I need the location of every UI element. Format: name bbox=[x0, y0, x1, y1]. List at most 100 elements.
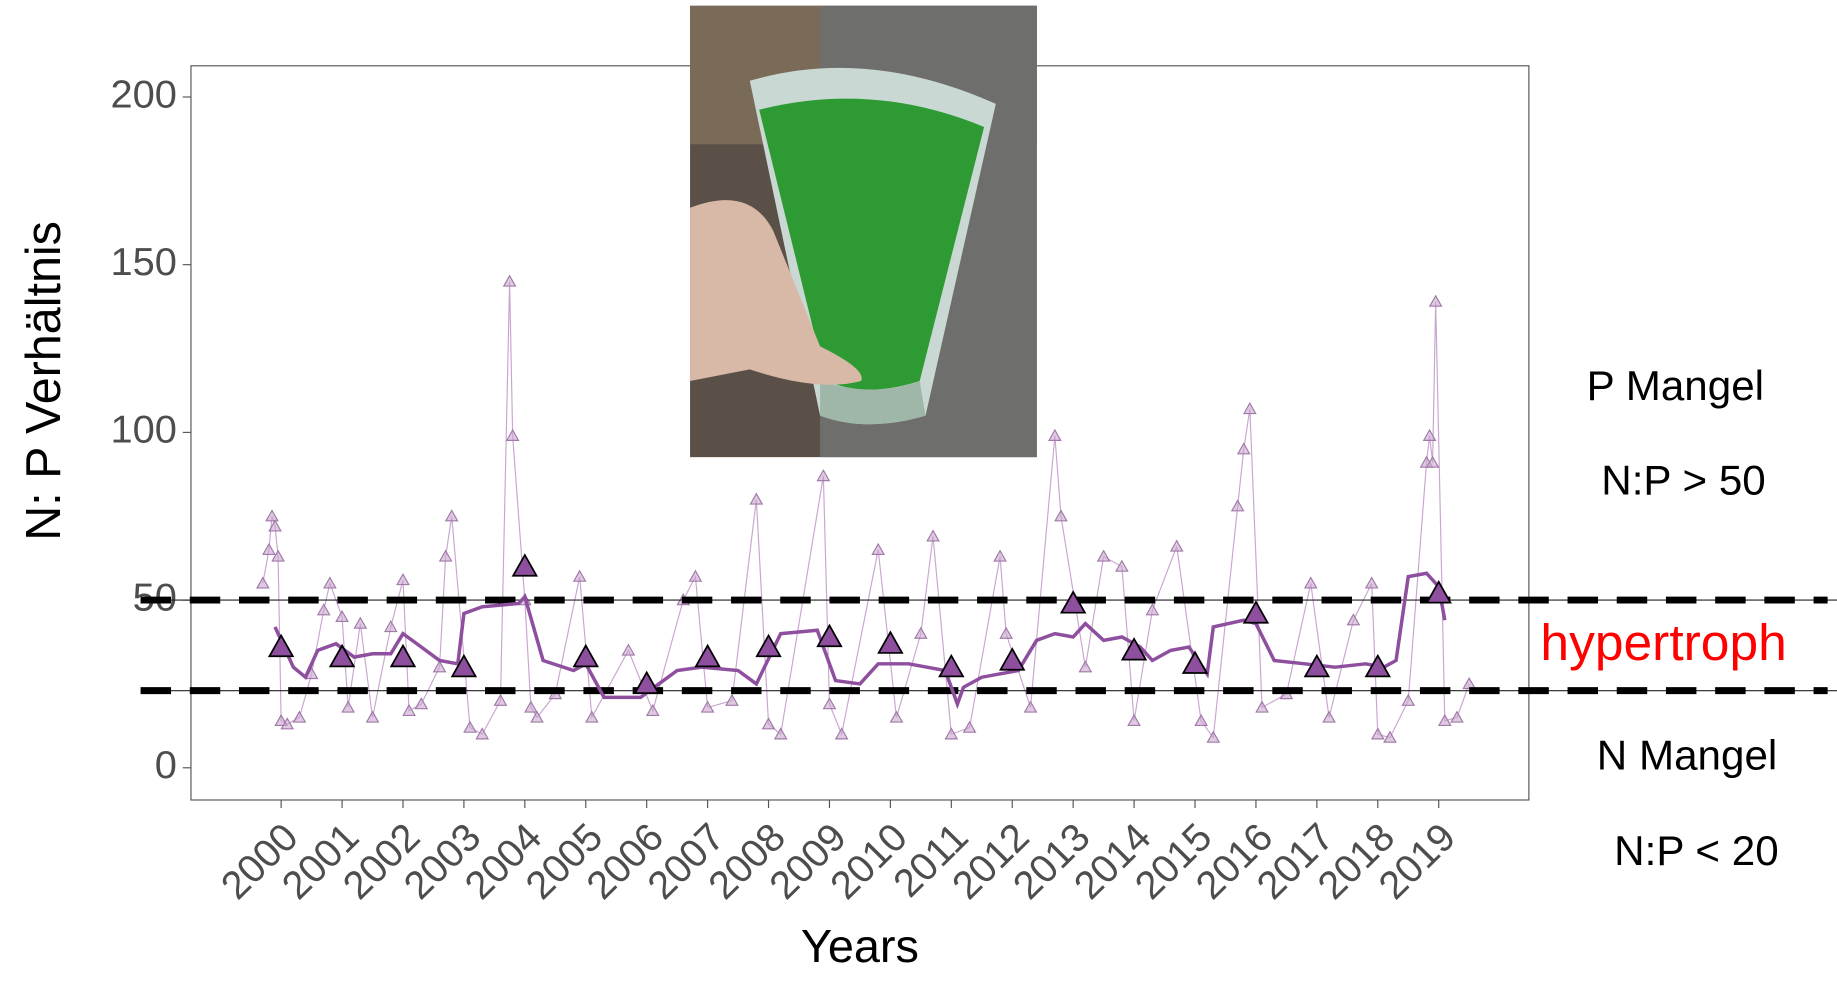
monthly-point bbox=[1115, 559, 1129, 572]
monthly-point bbox=[316, 603, 331, 616]
y-tick-label: 0 bbox=[155, 743, 177, 787]
monthly-point bbox=[621, 643, 636, 656]
annual-point bbox=[633, 670, 660, 695]
plot-layer: 0501001502002000200120022003200420052006… bbox=[110, 73, 1837, 908]
annual-point bbox=[389, 643, 417, 668]
monthly-point bbox=[271, 549, 285, 562]
monthly-point bbox=[913, 626, 928, 639]
monthly-point bbox=[1096, 549, 1111, 562]
monthly-point bbox=[1346, 613, 1361, 626]
monthly-point bbox=[700, 700, 715, 713]
monthly-point bbox=[816, 469, 831, 482]
monthly-point bbox=[323, 576, 337, 589]
monthly-point bbox=[1383, 730, 1397, 743]
monthly-point bbox=[1078, 660, 1093, 673]
monthly-point bbox=[999, 626, 1013, 639]
monthly-point bbox=[463, 720, 477, 733]
monthly-point bbox=[475, 727, 490, 740]
y-tick-label: 200 bbox=[110, 73, 176, 117]
monthly-point bbox=[1322, 710, 1336, 723]
annotation: P Mangel bbox=[1587, 362, 1764, 409]
monthly-point bbox=[432, 660, 447, 673]
monthly-point bbox=[1437, 713, 1452, 727]
monthly-point bbox=[1169, 539, 1184, 552]
monthly-point bbox=[1370, 727, 1385, 740]
monthly-point bbox=[926, 529, 940, 542]
monthly-point bbox=[889, 710, 904, 723]
annual-point bbox=[877, 630, 904, 654]
annotation: hypertroph bbox=[1540, 614, 1786, 671]
monthly-point bbox=[402, 703, 416, 716]
monthly-point bbox=[1364, 576, 1379, 589]
annotation: N:P > 50 bbox=[1601, 457, 1765, 504]
monthly-point bbox=[341, 700, 356, 713]
annual-point bbox=[938, 653, 965, 678]
monthly-point bbox=[353, 616, 368, 629]
monthly-point bbox=[1422, 428, 1437, 441]
annual-point bbox=[267, 633, 295, 658]
monthly-point bbox=[1230, 499, 1245, 512]
annual-point bbox=[694, 643, 721, 668]
monthly-point bbox=[1255, 700, 1269, 713]
monthly-point bbox=[761, 717, 776, 730]
annual-point bbox=[1120, 637, 1148, 661]
monthly-point bbox=[993, 549, 1007, 562]
monthly-point bbox=[1428, 294, 1443, 307]
monthly-point bbox=[365, 710, 380, 723]
annual-point bbox=[450, 653, 478, 678]
monthly-point bbox=[383, 619, 398, 633]
monthly-point bbox=[396, 573, 410, 586]
annual-point bbox=[1242, 600, 1270, 624]
monthly-point bbox=[584, 710, 599, 723]
trend-line bbox=[273, 571, 1447, 710]
annual-point bbox=[511, 553, 539, 577]
monthly-point bbox=[1023, 700, 1038, 713]
x-axis-title: Years bbox=[801, 921, 919, 973]
monthly-point bbox=[1206, 730, 1221, 743]
monthly-point bbox=[444, 509, 459, 522]
y-tick-label: 150 bbox=[110, 240, 176, 284]
monthly-point bbox=[280, 717, 295, 730]
monthly-point bbox=[871, 542, 886, 555]
monthly-point bbox=[493, 693, 508, 706]
monthly-point bbox=[1127, 713, 1141, 727]
monthly-point bbox=[292, 710, 307, 723]
annual-point bbox=[1181, 650, 1209, 674]
monthly-point bbox=[645, 703, 660, 716]
monthly-point bbox=[688, 569, 703, 582]
monthly-point bbox=[944, 727, 959, 740]
annual-point bbox=[999, 647, 1026, 671]
monthly-point bbox=[572, 569, 587, 582]
monthly-point bbox=[834, 727, 849, 740]
monthly-point bbox=[268, 519, 282, 532]
monthly-point bbox=[962, 720, 977, 733]
annual-point bbox=[572, 643, 599, 668]
photo bbox=[690, 5, 1037, 458]
monthly-point bbox=[1462, 676, 1477, 690]
y-tick-label: 100 bbox=[110, 408, 176, 452]
monthly-point bbox=[1425, 455, 1440, 468]
annotation: N:P < 20 bbox=[1614, 828, 1778, 875]
annual-point bbox=[328, 643, 356, 668]
annual-point bbox=[755, 633, 782, 658]
monthly-point bbox=[438, 549, 453, 562]
monthly-point bbox=[1194, 713, 1208, 727]
monthly-point bbox=[1054, 509, 1068, 522]
annual-point bbox=[1425, 580, 1452, 604]
monthly-point bbox=[773, 727, 788, 740]
monthly-point bbox=[1242, 401, 1257, 415]
annotation: N Mangel bbox=[1597, 732, 1777, 779]
monthly-point bbox=[502, 274, 517, 287]
monthly-point bbox=[262, 542, 276, 555]
monthly-point bbox=[749, 492, 764, 505]
y-axis-title: N: P Verhältnis bbox=[17, 221, 71, 541]
annual-point bbox=[816, 623, 843, 648]
monthly-point bbox=[1236, 442, 1251, 455]
annual-point bbox=[1303, 653, 1331, 678]
monthly-point bbox=[1048, 428, 1062, 441]
monthly-point bbox=[1145, 603, 1160, 616]
monthly-point bbox=[505, 428, 520, 441]
monthly-point bbox=[1450, 710, 1464, 723]
monthly-point bbox=[256, 576, 270, 589]
